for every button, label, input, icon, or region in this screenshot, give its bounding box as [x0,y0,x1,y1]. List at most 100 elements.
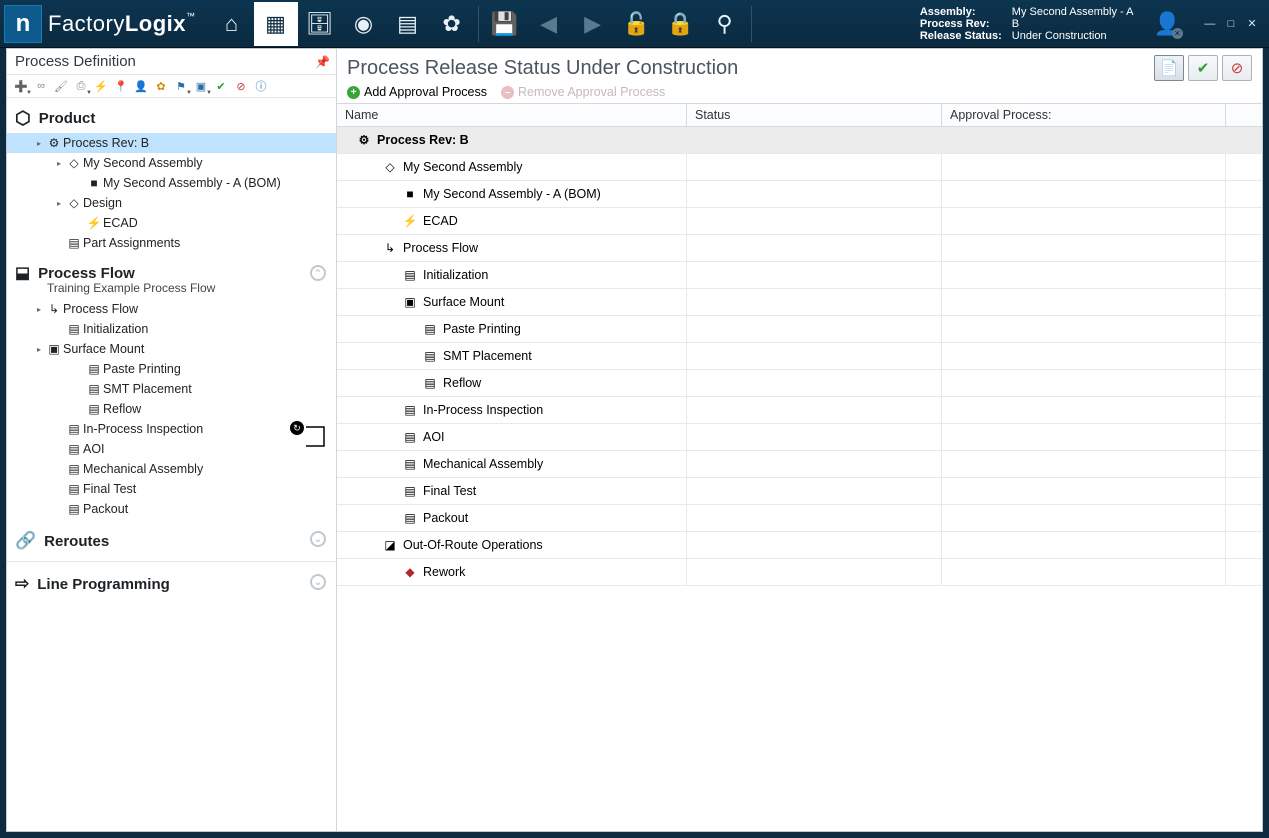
grid-row[interactable]: ■My Second Assembly - A (BOM) [337,181,1262,208]
minimize-button[interactable]: — [1201,18,1219,30]
expand-toggle[interactable]: ▸ [33,139,45,148]
node-label: SMT Placement [103,382,192,396]
expand-toggle[interactable]: ▸ [53,159,65,168]
node-label: Final Test [83,482,136,496]
section-reroutes[interactable]: 🔗 Reroutes ⌄ [7,525,336,555]
tree-item[interactable]: ▸⚙Process Rev: B [7,133,336,153]
status-reject-button[interactable]: ⊘ [1222,55,1252,81]
globe-icon[interactable]: ◉ [342,2,386,46]
grid-row[interactable]: ◆Rework [337,559,1262,586]
tree-item[interactable]: ▤Paste Printing [7,359,336,379]
pin-icon[interactable]: 📌 [315,55,330,69]
node-label: Design [83,196,122,210]
node-label: My Second Assembly [83,156,203,170]
tree-item[interactable]: ▤Final Test [7,479,336,499]
toolbar-separator [478,6,479,42]
home-icon[interactable]: ⌂ [210,2,254,46]
status-key: Release Status: [920,30,1002,42]
mini-add-icon[interactable]: ➕▼ [13,78,29,94]
tree-item[interactable]: ▤SMT Placement [7,379,336,399]
close-button[interactable]: ✕ [1243,17,1261,30]
tree-item[interactable]: ▤AOI [7,439,336,459]
expand-toggle[interactable]: ▸ [33,345,45,354]
approval-actions: + Add Approval Process – Remove Approval… [337,83,1262,103]
grid-row[interactable]: ◇My Second Assembly [337,154,1262,181]
release-status-buttons: 📄 ✔ ⊘ [1154,55,1252,81]
grid-row[interactable]: ▤Final Test [337,478,1262,505]
row-icon: ■ [401,187,419,201]
tree-item[interactable]: ▤Part Assignments [7,233,336,253]
grid-row[interactable]: ▤Reflow [337,370,1262,397]
grid-row[interactable]: ↳Process Flow [337,235,1262,262]
tree-item[interactable]: ▸▣Surface Mount [7,339,336,359]
section-flow[interactable]: ⬓ Process Flow Training Example Process … [7,259,336,299]
doc-icon[interactable]: ▤ [386,2,430,46]
mini-box-icon[interactable]: ▣▼ [193,78,209,94]
tree-item[interactable]: ▤Initialization [7,319,336,339]
mini-person-icon[interactable]: 👤 [133,78,149,94]
tree-item[interactable]: ⚡ECAD [7,213,336,233]
grid-row[interactable]: ▤Initialization [337,262,1262,289]
lock-icon: 🔒 [659,2,703,46]
grid-row[interactable]: ▤Paste Printing [337,316,1262,343]
col-name[interactable]: Name [337,104,687,126]
mini-print-icon[interactable]: ⎙▼ [73,78,89,94]
user-icon[interactable]: 👤✕ [1153,11,1180,37]
node-icon: ⚡ [85,216,103,230]
save-icon: 💾 [483,2,527,46]
assembly-key: Assembly: [920,6,1002,18]
row-label: Reflow [443,376,481,390]
tree-item[interactable]: ▤In-Process Inspection↻ [7,419,336,439]
section-lineprog-expand[interactable]: ⌄ [310,574,326,590]
search-user-icon[interactable]: ⚲ [703,2,747,46]
mini-ok-icon[interactable]: ✔ [213,78,229,94]
header-info-panel: Assembly: My Second Assembly - A Process… [920,6,1269,42]
mini-link-icon[interactable]: ∞ [33,78,49,94]
col-status[interactable]: Status [687,104,942,126]
mini-flag-icon[interactable]: ⚑▼ [173,78,189,94]
add-approval-button[interactable]: + Add Approval Process [347,85,487,99]
tree-item[interactable]: ▸↳Process Flow [7,299,336,319]
row-icon: ◆ [401,565,419,579]
node-icon: ◇ [65,196,83,210]
grid-row[interactable]: ⚙Process Rev: B [337,127,1262,154]
tree-item[interactable]: ▤Reflow [7,399,336,419]
db-icon[interactable]: 🗄 [298,2,342,46]
node-icon: ▤ [65,322,83,336]
grid-edit-icon[interactable]: ▦ [254,2,298,46]
gear-icon[interactable]: ✿ [430,2,474,46]
status-approve-button[interactable]: ✔ [1188,55,1218,81]
section-lineprog[interactable]: ⇨ Line Programming ⌄ [7,568,336,598]
tree-item[interactable]: ▸◇My Second Assembly [7,153,336,173]
tree-item[interactable]: ▤Packout [7,499,336,519]
maximize-button[interactable]: □ [1222,18,1240,30]
mini-bolt-icon[interactable]: ⚡ [93,78,109,94]
plus-icon: + [347,86,360,99]
grid-row[interactable]: ▤In-Process Inspection [337,397,1262,424]
expand-toggle[interactable]: ▸ [33,305,45,314]
tree-item[interactable]: ▸◇Design [7,193,336,213]
section-reroutes-expand[interactable]: ⌄ [310,531,326,547]
row-label: Process Rev: B [377,133,469,147]
tree-item[interactable]: ▤Mechanical Assembly [7,459,336,479]
expand-toggle[interactable]: ▸ [53,199,65,208]
section-product[interactable]: ⬡ Product [7,102,336,133]
grid-row[interactable]: ▤Mechanical Assembly [337,451,1262,478]
grid-row[interactable]: ⚡ECAD [337,208,1262,235]
row-label: Surface Mount [423,295,504,309]
mini-gear-icon[interactable]: ✿ [153,78,169,94]
section-flow-expand[interactable]: ⌃ [310,265,326,281]
col-approval[interactable]: Approval Process: [942,104,1226,126]
grid-row[interactable]: ▤Packout [337,505,1262,532]
grid-row[interactable]: ▣Surface Mount [337,289,1262,316]
tree-item[interactable]: ■My Second Assembly - A (BOM) [7,173,336,193]
mini-pin-icon[interactable]: 📍 [113,78,129,94]
grid-row[interactable]: ◪Out-Of-Route Operations [337,532,1262,559]
grid-row[interactable]: ▤SMT Placement [337,343,1262,370]
grid-row[interactable]: ▤AOI [337,424,1262,451]
mini-no-icon[interactable]: ⊘ [233,78,249,94]
mini-info-icon[interactable]: ⓘ [253,78,269,94]
status-construction-button[interactable]: 📄 [1154,55,1184,81]
mini-paint-icon[interactable]: 🖌 [53,78,69,94]
user-badge-icon: ✕ [1172,28,1183,39]
